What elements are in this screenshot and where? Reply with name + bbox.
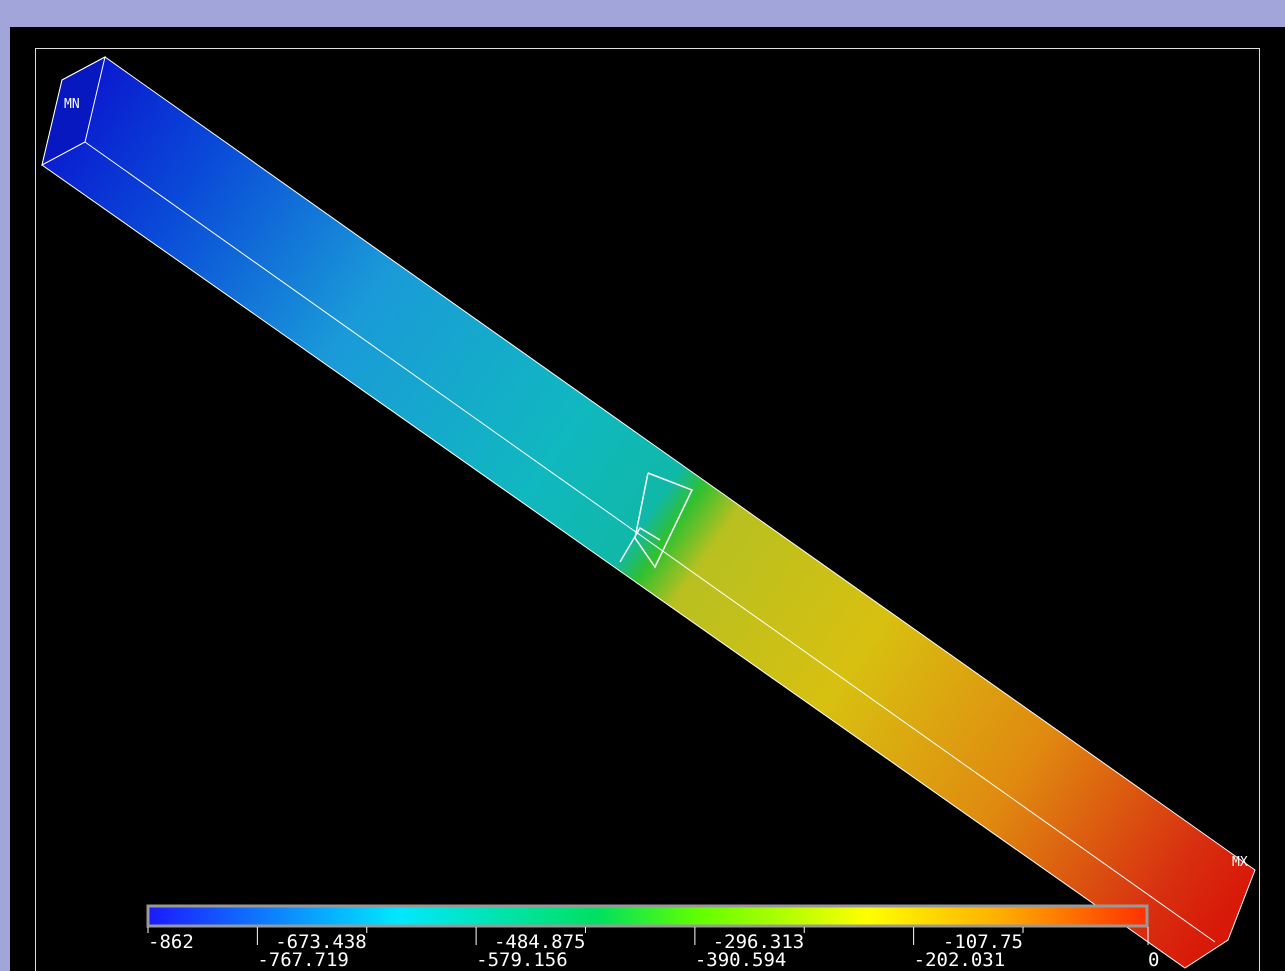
min-label: MN [64, 97, 80, 112]
viewport: MN MX -862-767.719-673.438-579.156-484.8… [0, 0, 1285, 971]
max-label: MX [1232, 855, 1248, 870]
page: MN MX -862-767.719-673.438-579.156-484.8… [0, 0, 1285, 971]
color-bar [148, 906, 1147, 926]
legend-tick-label: -862 [148, 931, 194, 953]
legend-tick-label: -107.75 [943, 931, 1023, 953]
legend-tick-label: -296.313 [713, 931, 805, 953]
legend-tick-label: -673.438 [275, 931, 367, 953]
legend-tick-label: -484.875 [494, 931, 586, 953]
legend-tick-label: 0 [1148, 949, 1159, 971]
